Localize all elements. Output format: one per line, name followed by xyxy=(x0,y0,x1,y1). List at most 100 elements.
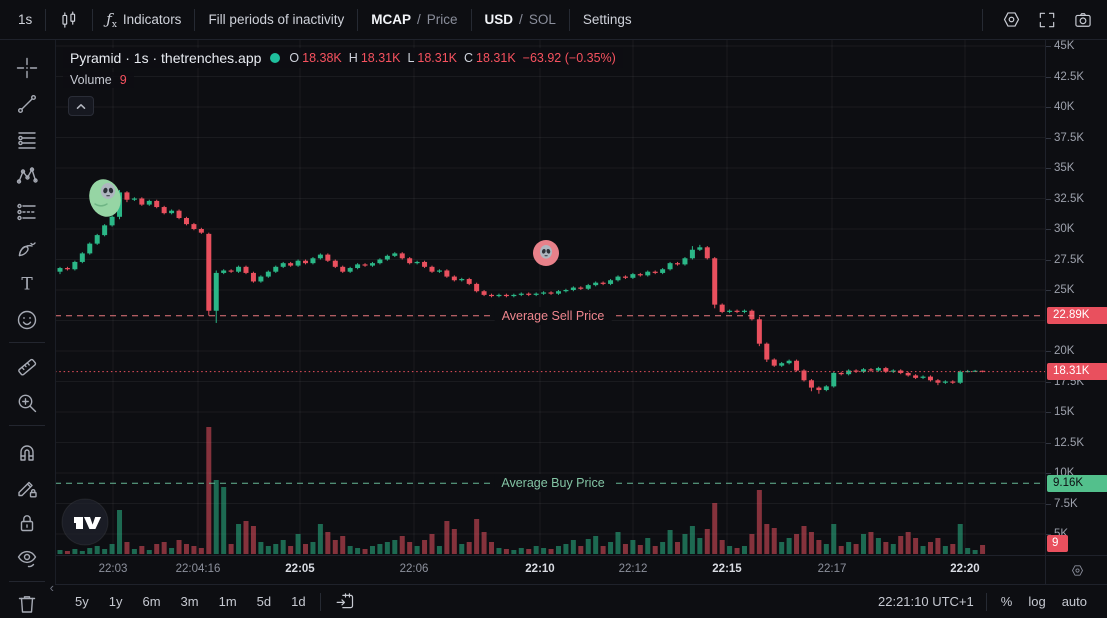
price-tick-mark xyxy=(1046,473,1051,474)
indicators-button[interactable]: ƒx Indicators xyxy=(96,6,191,34)
zoom-in-tool[interactable] xyxy=(13,389,41,417)
volume-bar xyxy=(317,524,323,554)
settings-button[interactable]: Settings xyxy=(573,6,642,34)
candle-body xyxy=(779,363,785,366)
last-price-badge: 18.31K xyxy=(1047,363,1107,381)
fib-lines-tool[interactable] xyxy=(13,126,41,154)
volume-bar xyxy=(637,545,643,554)
time-tick-label: 22:06 xyxy=(399,563,429,575)
log-scale-button[interactable]: log xyxy=(1028,594,1046,609)
auto-scale-button[interactable]: auto xyxy=(1061,594,1087,609)
volume-bar xyxy=(764,524,770,554)
chart-settings-icon[interactable] xyxy=(995,6,1027,34)
candle-body xyxy=(622,276,628,278)
candle-body xyxy=(414,261,420,264)
price-tick-label: 45K xyxy=(1054,40,1075,52)
hide-drawings-tool[interactable] xyxy=(13,544,41,572)
average-sell-price-label[interactable]: Average Sell Price xyxy=(494,306,612,325)
chart-pane[interactable]: Average Sell Price Average Buy Price Pyr… xyxy=(55,40,1045,555)
candle-body xyxy=(808,380,814,388)
range-button-1y[interactable]: 1y xyxy=(108,594,123,609)
lock-all-tool[interactable] xyxy=(13,509,41,537)
remove-drawings-tool[interactable] xyxy=(13,590,41,618)
candle-body xyxy=(384,255,390,260)
candle-body xyxy=(369,263,375,266)
magnet-tool[interactable] xyxy=(13,438,41,466)
volume-bar xyxy=(183,544,189,554)
volume-bar xyxy=(615,532,621,554)
volume-bar xyxy=(965,548,971,554)
collapse-pane-button[interactable] xyxy=(68,96,94,116)
volume-bar xyxy=(407,542,413,554)
range-button-3m[interactable]: 3m xyxy=(180,594,199,609)
price-tick-mark xyxy=(1046,412,1051,413)
price-tick-mark xyxy=(1046,107,1051,108)
candle-body xyxy=(875,368,881,371)
chart-type-button[interactable] xyxy=(49,6,89,34)
tradingview-logo[interactable] xyxy=(61,498,109,546)
volume-bar xyxy=(384,542,390,554)
volume-bar xyxy=(206,427,212,554)
volume-bar xyxy=(139,546,145,554)
fill-inactivity-button[interactable]: Fill periods of inactivity xyxy=(198,6,354,34)
symbol-title: Pyramid · 1s · thetrenches.app xyxy=(70,50,262,66)
candle-body xyxy=(801,370,807,381)
buy-alien-marker[interactable] xyxy=(86,176,124,220)
trend-line-tool[interactable] xyxy=(13,90,41,118)
volume-bar xyxy=(771,528,777,554)
collapse-sidebar-chevron-icon[interactable]: ‹ xyxy=(49,580,54,595)
drawing-tools-sidebar: T ‹ xyxy=(0,40,56,618)
candle-body xyxy=(139,198,145,205)
clock-timezone[interactable]: 22:21:10 UTC+1 xyxy=(878,594,974,609)
price-axis[interactable]: 45K 42.5K 40K 37.5K 35K 32.5K 30K 27.5K 25K 20K 17… xyxy=(1045,40,1107,555)
volume-bar xyxy=(608,542,614,554)
range-button-6m[interactable]: 6m xyxy=(142,594,161,609)
candlestick-chart-canvas[interactable] xyxy=(55,40,1045,555)
candle-body xyxy=(169,210,175,214)
volume-bar xyxy=(541,548,547,554)
volume-label: Volume xyxy=(70,73,112,87)
interval-button[interactable]: 1s xyxy=(8,6,42,34)
calendar-goto-icon[interactable] xyxy=(327,588,364,615)
candle-body xyxy=(652,271,658,273)
candle-body xyxy=(675,263,681,265)
sell-alien-marker[interactable] xyxy=(532,239,560,267)
mcap-option: MCAP xyxy=(371,12,411,27)
volume-bar xyxy=(347,546,353,554)
axis-settings-corner[interactable] xyxy=(1045,555,1107,585)
volume-bar xyxy=(898,536,904,554)
crosshair-tool[interactable] xyxy=(13,54,41,82)
drawing-stay-lock-tool[interactable] xyxy=(13,474,41,502)
fullscreen-icon[interactable] xyxy=(1031,6,1063,34)
time-axis[interactable]: 22:03 22:04:16 22:05 22:06 22:10 22:12 22:15 22… xyxy=(55,555,1045,585)
emoji-tool[interactable] xyxy=(13,306,41,334)
mcap-price-toggle[interactable]: MCAP / Price xyxy=(361,6,467,34)
ruler-tool[interactable] xyxy=(13,353,41,381)
candle-body xyxy=(332,260,338,267)
text-tool[interactable]: T xyxy=(13,270,41,298)
candle-body xyxy=(213,272,219,311)
xabcd-pattern-tool[interactable] xyxy=(13,162,41,190)
candle-body xyxy=(496,294,502,297)
range-button-1d[interactable]: 1d xyxy=(291,594,306,609)
range-button-5y[interactable]: 5y xyxy=(75,594,89,609)
price-tick-label: 32.5K xyxy=(1054,192,1085,205)
time-tick-label: 22:10 xyxy=(525,563,555,575)
volume-bar xyxy=(176,540,182,554)
volume-bar xyxy=(496,548,502,554)
volume-bar xyxy=(79,551,85,554)
indicators-label: Indicators xyxy=(122,12,182,27)
candle-body xyxy=(436,270,442,272)
camera-snapshot-icon[interactable] xyxy=(1067,6,1099,34)
range-button-5d[interactable]: 5d xyxy=(256,594,272,609)
candle-body xyxy=(429,266,435,272)
usd-sol-toggle[interactable]: USD / SOL xyxy=(475,6,566,34)
percent-scale-button[interactable]: % xyxy=(1000,594,1013,609)
volume-bar xyxy=(191,546,197,554)
range-button-1m[interactable]: 1m xyxy=(218,594,237,609)
projection-tool[interactable] xyxy=(13,198,41,226)
brush-tool[interactable] xyxy=(13,234,41,262)
candle-body xyxy=(317,254,323,259)
average-buy-price-label[interactable]: Average Buy Price xyxy=(494,474,612,493)
candle-body xyxy=(913,375,919,378)
